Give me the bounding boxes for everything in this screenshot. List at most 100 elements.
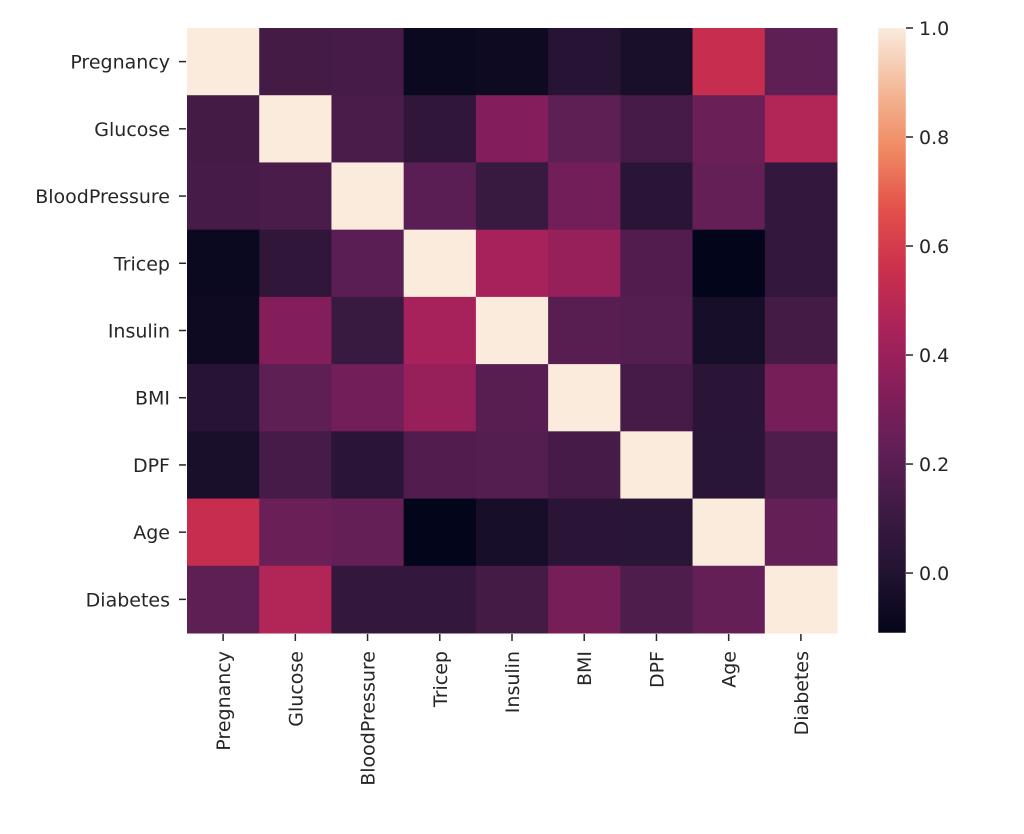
x-tick-label: Insulin [502,651,524,713]
heatmap-cell [331,229,405,298]
heatmap-cell [764,296,838,365]
heatmap-cell [475,296,549,365]
heatmap-cell [331,431,405,500]
y-tick-label: BMI [135,388,170,410]
heatmap-cell [403,296,477,365]
heatmap-cell [620,364,694,432]
x-tick-label: BloodPressure [358,651,380,786]
colorbar-tick-label: 0.4 [919,345,949,367]
heatmap-cell [403,229,477,298]
heatmap-cell [620,162,694,231]
x-tick-label: Pregnancy [213,651,235,751]
heatmap-cell [692,95,766,163]
heatmap-cell [331,28,405,96]
heatmap-cell [187,296,260,365]
colorbar-tick-label: 0.0 [919,563,949,585]
heatmap-cell [620,565,694,634]
y-axis: Pregnancy Glucose BloodPressure Tricep Insul… [35,52,186,611]
heatmap-cell [764,565,838,634]
heatmap-cell [475,95,549,163]
heatmap-cell [259,296,332,365]
colorbar-tick-label: 0.2 [919,454,949,476]
heatmap-cell [548,95,621,163]
heatmap-cell [620,498,694,567]
x-tick-label: Tricep [430,651,452,708]
heatmap-cell [620,28,694,96]
heatmap-cells [187,28,838,634]
heatmap-cell [259,95,332,163]
heatmap-cell [475,28,549,96]
colorbar-ticks: 0.0 0.2 0.4 0.6 0.8 1.0 [906,18,949,585]
heatmap-cell [692,565,766,634]
heatmap-cell [692,431,766,500]
heatmap-cell [403,431,477,500]
colorbar-gradient [877,27,907,634]
heatmap-cell [331,565,405,634]
heatmap-cell [548,296,621,365]
heatmap-cell [548,364,621,432]
colorbar-tick-label: 0.6 [919,236,949,258]
heatmap-cell [187,565,260,634]
heatmap-cell [692,162,766,231]
heatmap-cell [475,229,549,298]
heatmap-cell [187,95,260,163]
y-tick-label: Glucose [94,119,170,141]
heatmap-cell [475,364,549,432]
heatmap-cell [548,28,621,96]
heatmap-cell [764,498,838,567]
colorbar-tick-label: 0.8 [919,127,949,149]
x-tick-label: Age [719,651,741,688]
colorbar: 0.0 0.2 0.4 0.6 0.8 1.0 [877,18,949,634]
heatmap-cell [331,498,405,567]
heatmap-cell [692,28,766,96]
heatmap-cell [331,95,405,163]
heatmap-cell [475,431,549,500]
heatmap-cell [403,28,477,96]
heatmap-cell [548,431,621,500]
heatmap-cell [692,296,766,365]
heatmap-cell [620,431,694,500]
heatmap-cell [692,229,766,298]
heatmap-cell [259,162,332,231]
heatmap-cell [764,431,838,500]
heatmap-cell [548,565,621,634]
heatmap-cell [259,498,332,567]
heatmap-cell [764,364,838,432]
heatmap-cell [331,364,405,432]
heatmap-cell [475,565,549,634]
heatmap-cell [187,431,260,500]
heatmap-cell [403,498,477,567]
heatmap-cell [259,28,332,96]
heatmap-cell [259,431,332,500]
heatmap-cell [548,162,621,231]
x-tick-label: Diabetes [791,651,813,735]
heatmap-cell [403,162,477,231]
y-tick-label: DPF [133,455,170,477]
y-tick-label: Tricep [113,253,170,275]
heatmap-cell [403,565,477,634]
heatmap-cell [331,162,405,231]
heatmap-cell [548,498,621,567]
heatmap-cell [187,162,260,231]
heatmap-cell [475,162,549,231]
y-tick-label: Pregnancy [70,52,170,74]
heatmap-cell [764,162,838,231]
heatmap-cell [187,28,260,96]
heatmap-cell [620,95,694,163]
x-tick-label: DPF [646,651,668,688]
heatmap-cell [187,498,260,567]
heatmap-cell [764,28,838,96]
heatmap-cell [259,229,332,298]
heatmap-cell [259,565,332,634]
y-tick-label: Insulin [108,321,170,343]
y-tick-label: Age [133,522,170,544]
heatmap-cell [403,364,477,432]
heatmap-cell [187,364,260,432]
x-tick-label: BMI [574,651,596,686]
x-axis: Pregnancy Glucose BloodPressure Tricep Insul… [213,634,813,786]
heatmap-cell [692,364,766,432]
heatmap-cell [548,229,621,298]
heatmap-cell [259,364,332,432]
heatmap-cell [620,229,694,298]
